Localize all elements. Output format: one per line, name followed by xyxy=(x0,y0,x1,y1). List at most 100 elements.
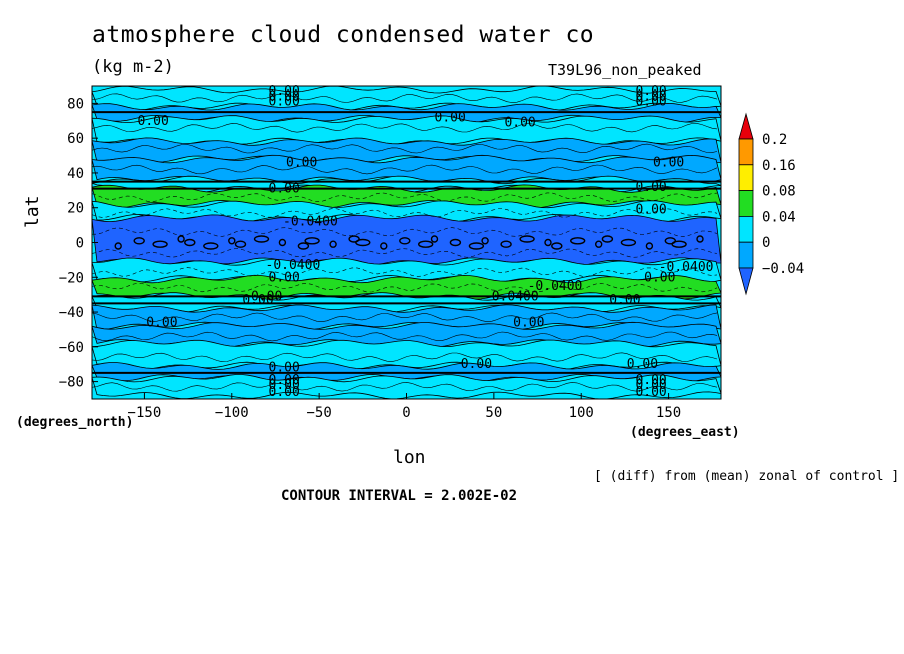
equator-contour-23 xyxy=(519,235,535,243)
contour-label-3: 0.00 xyxy=(635,84,666,99)
chart-units: (kg m-2) xyxy=(92,57,174,77)
equator-contour-20 xyxy=(468,242,485,250)
equator-contour-15 xyxy=(380,242,388,250)
colorbar-segment-4 xyxy=(738,215,754,243)
equator-contour-28 xyxy=(601,235,614,243)
contour-line-0 xyxy=(91,93,718,103)
y-tick-label-0: 80 xyxy=(67,96,84,112)
contour-label-2: 0.00 xyxy=(269,95,300,110)
contour-line-6 xyxy=(92,227,718,237)
equator-contour-18 xyxy=(430,235,439,243)
contour-label-8: 0.00 xyxy=(504,116,535,131)
equator-contour-16 xyxy=(399,237,411,245)
equator-contour-1 xyxy=(133,237,145,245)
axes: −150 −100 −50 0 50 100 150 80 60 40 20 0 −20 −40 −60 −8… xyxy=(59,85,722,421)
contour-label-5: 0.00 xyxy=(635,95,666,110)
plot-area xyxy=(91,85,722,400)
y-tick-label-3: 20 xyxy=(67,201,84,217)
equator-contour-8 xyxy=(253,235,270,243)
contour-label-9: 0.00 xyxy=(286,156,317,171)
y-axis-units: (degrees_north) xyxy=(16,415,134,430)
equator-contour-31 xyxy=(664,237,676,245)
equator-contour-12 xyxy=(329,240,337,248)
colorbar-segment-5 xyxy=(738,241,754,269)
contour-label-0: 0.00 xyxy=(269,84,300,99)
equator-contour-3 xyxy=(177,235,185,243)
contour-label-29: 0.00 xyxy=(269,373,300,388)
equator-contour-26 xyxy=(570,237,586,245)
contour-label-16: -0.0400 xyxy=(659,260,714,275)
colorbar-label-0: 0.2 xyxy=(762,132,787,148)
contour-line-13 xyxy=(91,382,718,392)
equator-contour-14 xyxy=(355,238,371,247)
equator-contour-25 xyxy=(551,242,563,250)
colorbar-top-arrow xyxy=(738,112,754,140)
contour-interval: CONTOUR INTERVAL = 2.002E-02 xyxy=(281,488,518,504)
x-tick-label-0: −150 xyxy=(128,405,162,421)
equator-contour-27 xyxy=(595,240,603,248)
x-tick-label-4: 50 xyxy=(485,405,502,421)
contour-label-19: -0.0400 xyxy=(528,279,583,294)
equator-contour-33 xyxy=(696,235,704,243)
contour-label-11: 0.00 xyxy=(269,182,300,197)
y-tick-label-5: −20 xyxy=(59,270,84,286)
contour-line-1 xyxy=(91,123,718,133)
contour-line-2 xyxy=(91,143,718,154)
x-axis-units: (degrees_east) xyxy=(630,425,740,440)
equator-contour-32 xyxy=(671,240,687,248)
contour-line-3 xyxy=(91,164,718,175)
equator-contour-2 xyxy=(152,240,168,248)
contour-label-12: 0.00 xyxy=(635,180,666,195)
contour-line-10 xyxy=(91,312,718,323)
x-tick-label-1: −100 xyxy=(215,405,249,421)
contour-label-14: -0.0400 xyxy=(283,215,338,230)
equator-contour-29 xyxy=(620,238,637,247)
y-tick-label-6: −40 xyxy=(59,305,84,321)
contour-line-5 xyxy=(91,208,718,218)
contour-label-26: 0.00 xyxy=(461,357,492,372)
y-tick-label-7: −60 xyxy=(59,340,84,356)
contour-label-15: -0.0400 xyxy=(266,258,321,273)
run-label: T39L96_non_peaked xyxy=(548,61,702,79)
equator-contour-4 xyxy=(184,238,196,247)
contour-label-31: 0.00 xyxy=(269,385,300,400)
colorbar: 0.2 0.16 0.08 0.04 0 −0.04 xyxy=(738,112,804,296)
x-tick-label-6: 150 xyxy=(656,405,681,421)
contour-label-20: -0.0400 xyxy=(484,289,539,304)
colorbar-segment-3 xyxy=(738,190,754,217)
colorbar-label-3: 0.04 xyxy=(762,209,796,225)
colorbar-segment-2 xyxy=(738,164,754,192)
x-tick-label-2: −50 xyxy=(306,405,331,421)
chart-title: atmosphere cloud condensed water co xyxy=(92,22,595,48)
colorbar-label-4: 0 xyxy=(762,235,770,251)
equator-contour-17 xyxy=(418,240,434,248)
equator-contour-5 xyxy=(203,242,219,250)
contour-label-7: 0.00 xyxy=(435,110,466,125)
contour-label-4: 0.00 xyxy=(635,89,666,104)
contour-label-24: 0.00 xyxy=(146,316,177,331)
equator-contour-13 xyxy=(348,235,360,243)
contour-label-6: 0.00 xyxy=(138,114,169,129)
contour-line-11 xyxy=(91,331,718,342)
x-axis-label: lon xyxy=(393,447,426,468)
contour-label-23: 0.00 xyxy=(609,293,640,308)
x-tick-label-5: 100 xyxy=(569,405,594,421)
comparison-note: [ (diff) from (mean) zonal of control ] xyxy=(594,469,900,484)
contour-label-32: 0.00 xyxy=(635,373,666,388)
y-tick-label-2: 40 xyxy=(67,166,84,182)
band-2 xyxy=(91,115,722,146)
equator-contour-0 xyxy=(114,242,122,250)
contour-label-22: 0.00 xyxy=(251,289,282,304)
equator-contour-11 xyxy=(304,237,320,245)
contour-line-7 xyxy=(91,248,718,258)
contour-line-4 xyxy=(91,192,718,203)
colorbar-label-2: 0.08 xyxy=(762,184,796,200)
equator-contour-24 xyxy=(544,238,552,247)
contour-label-10: 0.00 xyxy=(653,156,684,171)
contour-label-17: 0.00 xyxy=(269,270,300,285)
contour-label-30: 0.00 xyxy=(269,378,300,393)
y-tick-label-1: 60 xyxy=(67,131,84,147)
equator-contour-19 xyxy=(449,238,462,247)
y-tick-label-4: 0 xyxy=(76,236,84,252)
